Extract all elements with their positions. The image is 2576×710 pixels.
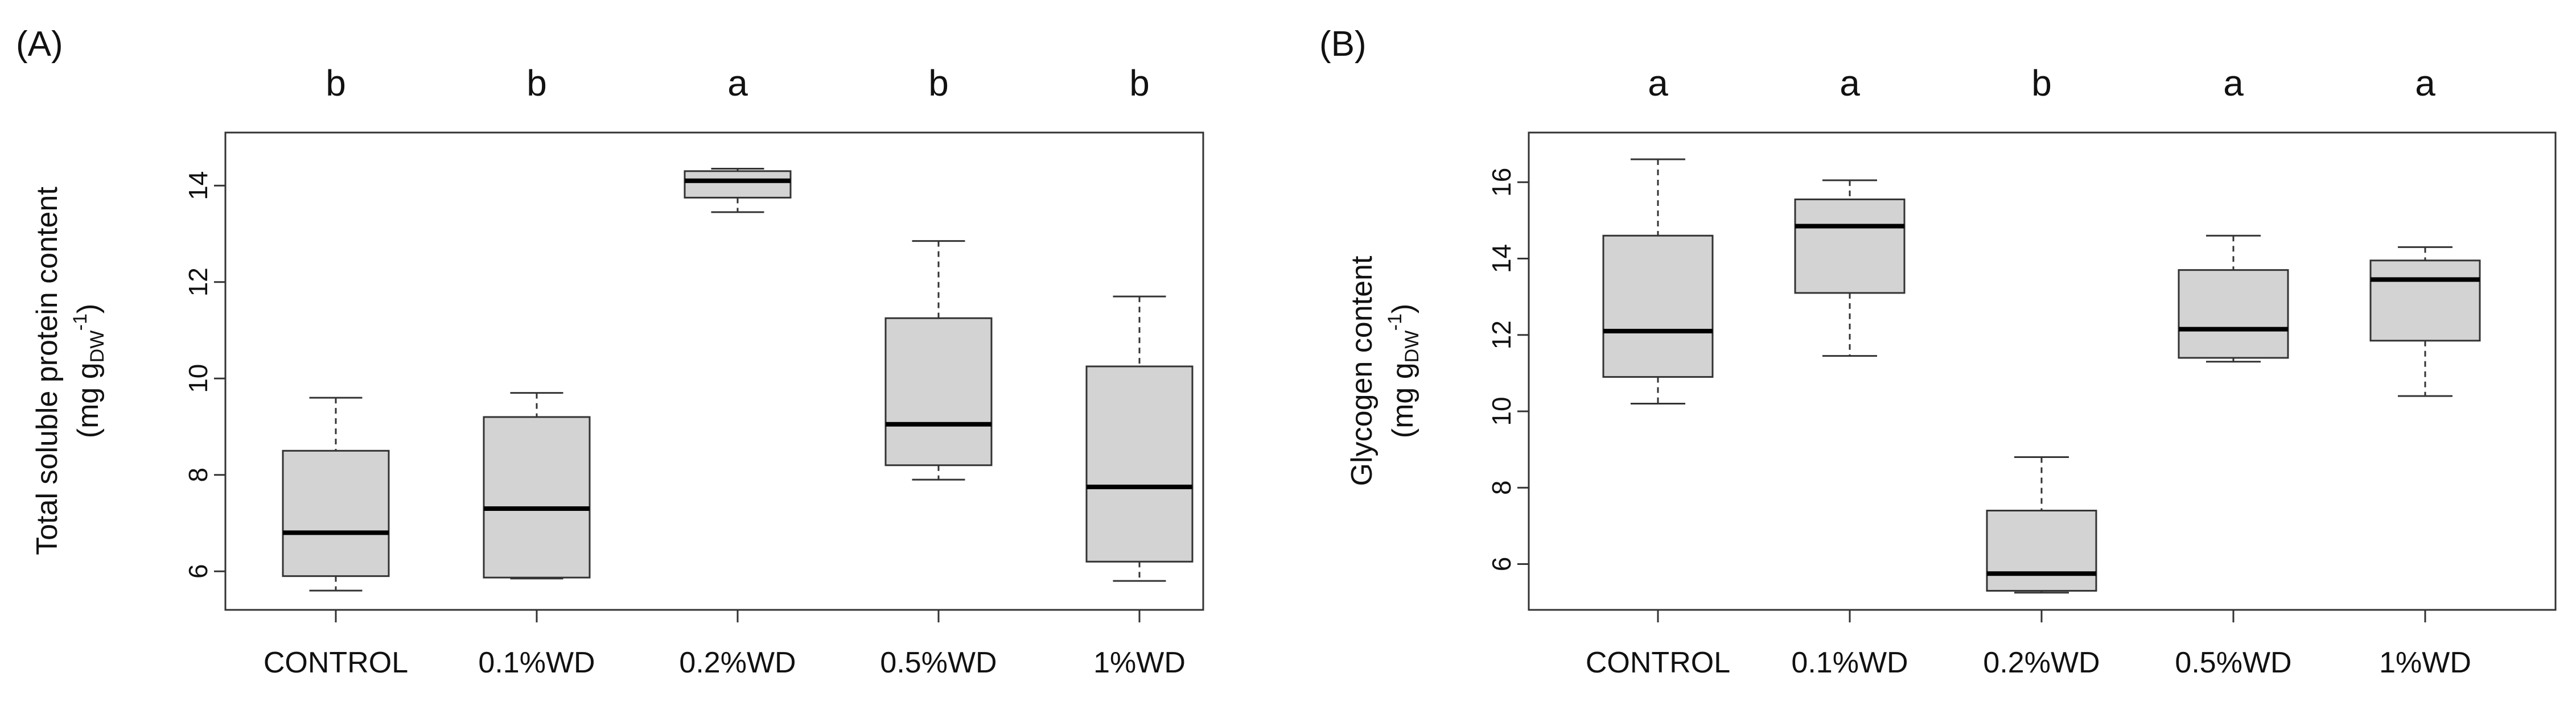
panel-b-box-3 <box>1986 456 2097 594</box>
panel-b-y-unit-sub: DW <box>1401 331 1423 363</box>
panel-a-box-4 <box>884 240 993 481</box>
panel-a-category-label: CONTROL <box>264 646 408 679</box>
panel-a-category-label: 0.1%WD <box>478 646 595 679</box>
iqr-box <box>1794 198 1906 294</box>
iqr-box <box>1085 365 1194 563</box>
panel-a-significance-letter: b <box>526 63 547 104</box>
panel-b-significance-letter: a <box>1840 63 1860 104</box>
panel-b-y-tick-label: 12 <box>1487 320 1516 349</box>
panel-b-box-4 <box>2178 234 2289 363</box>
panel-a-box-2 <box>483 392 591 580</box>
panel-b-y-unit-sup: -1 <box>1384 313 1406 331</box>
iqr-box <box>684 170 792 199</box>
panel-a-y-title: Total soluble protein content <box>31 187 64 555</box>
panel-a-y-tick-label: 6 <box>183 564 213 579</box>
panel-a-box-3 <box>684 168 792 213</box>
panel-b-category-labels: CONTROL 0.1%WD 0.2%WD 0.5%WD 1%WD <box>1586 610 2471 679</box>
panel-b-y-tick-label: 16 <box>1487 168 1516 197</box>
panel-a-y-unit: (mg gDW-1) <box>69 304 108 439</box>
panel-b-significance-letter: a <box>1648 63 1668 104</box>
panel-b-box-5 <box>2369 246 2481 397</box>
panel-a-y-unit-sub: DW <box>87 331 108 363</box>
panel-b-significance-letter: a <box>2415 63 2435 104</box>
panel-a-y-unit-sup: -1 <box>69 313 91 331</box>
iqr-box <box>1602 234 1714 378</box>
panel-b-box-2 <box>1794 179 1906 357</box>
panel-b-y-tick-label: 8 <box>1487 480 1516 495</box>
panel-b-y-tick-label: 14 <box>1487 244 1516 273</box>
iqr-box <box>282 449 390 577</box>
panel-a-y-tick-label: 14 <box>183 171 213 200</box>
panel-a-significance-letter: b <box>1129 63 1150 104</box>
panel-b-label: (B) <box>1319 24 1367 64</box>
panel-a-category-label: 0.2%WD <box>679 646 796 679</box>
panel-b-category-label: 1%WD <box>2379 646 2471 679</box>
panel-b-y-tick-label: 10 <box>1487 397 1516 426</box>
panel-b-significance-letter: b <box>2031 63 2052 104</box>
panel-a-category-label: 1%WD <box>1093 646 1186 679</box>
panel-a-box-5 <box>1085 295 1194 582</box>
panel-a-y-unit-open: (mg g <box>72 362 105 438</box>
panel-b-box-1 <box>1602 158 1714 405</box>
panel-a-y-tick-label: 12 <box>183 267 213 296</box>
panel-a-category-label: 0.5%WD <box>880 646 997 679</box>
panel-b-category-label: 0.2%WD <box>1983 646 2100 679</box>
iqr-box <box>1986 509 2097 592</box>
panel-b-y-tick-label: 6 <box>1487 557 1516 572</box>
iqr-box <box>2178 269 2289 359</box>
panel-a-box-1 <box>282 397 390 592</box>
panel-a-significance-letter: b <box>326 63 346 104</box>
panel-a-y-ticks: 6 8 10 12 14 <box>183 171 225 579</box>
panel-b-y-unit-close: ) <box>1386 304 1419 313</box>
iqr-box <box>483 416 591 579</box>
panel-b-category-label: 0.1%WD <box>1791 646 1908 679</box>
panel-a-label: (A) <box>16 24 63 64</box>
iqr-box <box>2369 259 2481 342</box>
panel-b-y-title: Glycogen content <box>1345 255 1378 486</box>
panel-a-category-labels: CONTROL 0.1%WD 0.2%WD 0.5%WD 1%WD <box>264 610 1186 679</box>
panel-a-y-tick-label: 8 <box>183 468 213 482</box>
panel-a-significance-letter: a <box>727 63 748 104</box>
panel-b-y-unit-open: (mg g <box>1386 362 1419 438</box>
panel-a-y-tick-label: 10 <box>183 364 213 393</box>
panel-b-category-label: CONTROL <box>1586 646 1730 679</box>
panel-b-y-ticks: 6 8 10 12 14 16 <box>1487 168 1529 572</box>
panel-a-boxes <box>282 168 1194 592</box>
panel-b-y-unit: (mg gDW-1) <box>1384 304 1423 439</box>
panel-b-category-label: 0.5%WD <box>2175 646 2291 679</box>
panel-a-significance-letter: b <box>928 63 949 104</box>
panel-b-significance-letter: a <box>2223 63 2244 104</box>
iqr-box <box>884 317 993 467</box>
panel-a-y-unit-close: ) <box>72 304 105 313</box>
panel-b-boxes <box>1602 158 2481 594</box>
